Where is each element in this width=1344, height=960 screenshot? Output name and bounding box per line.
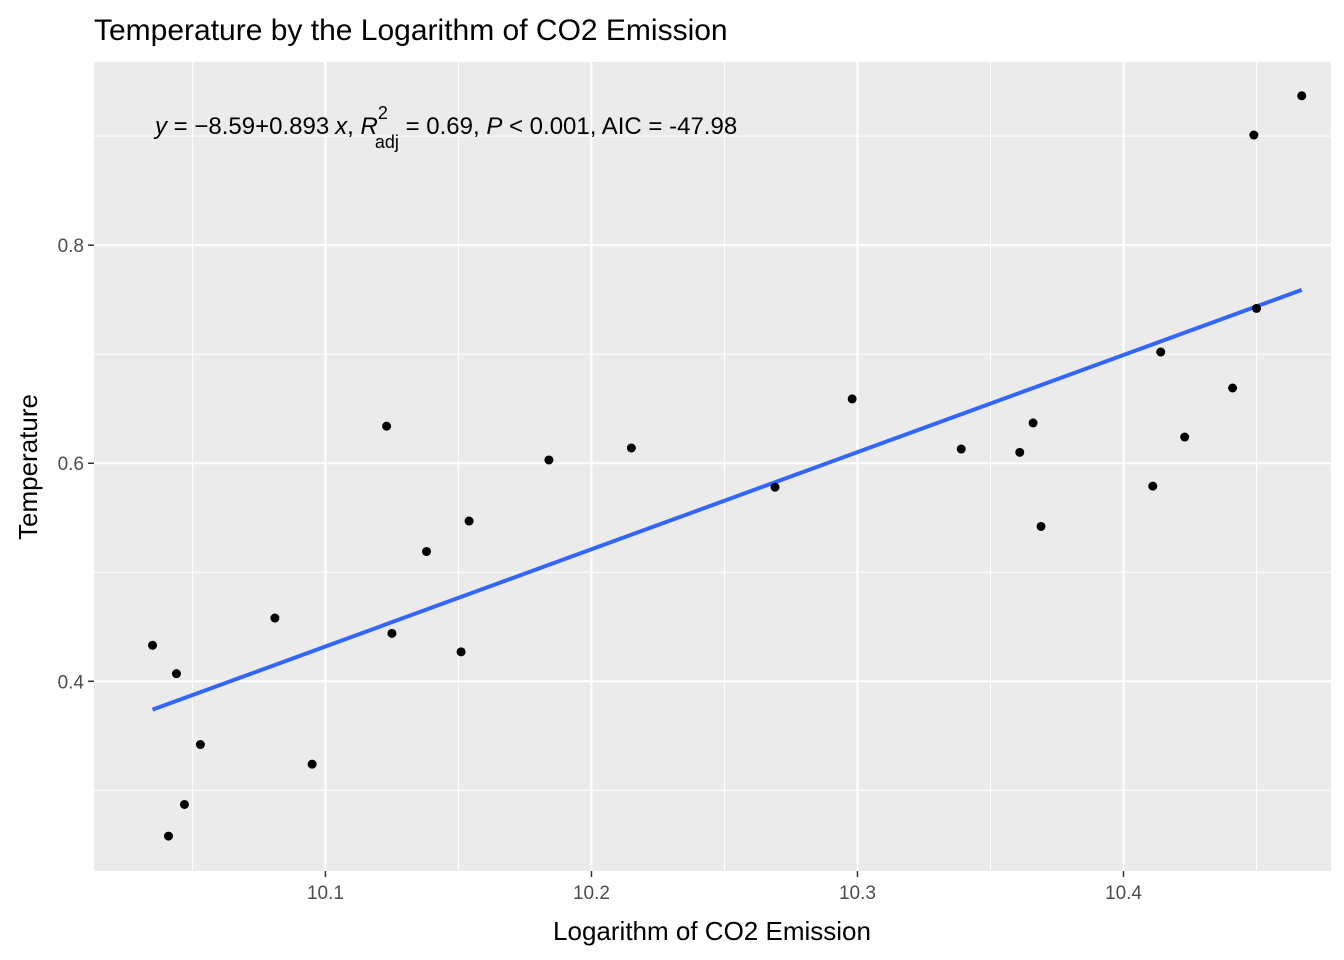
data-point [1156,347,1166,357]
regression-line [151,287,1303,712]
eq-y-var: y [153,113,169,140]
regression-line-layer [151,287,1303,712]
eq-slope: 0.893 [269,113,329,140]
y-tick-label: 0.8 [58,236,84,257]
eq-plus: + [255,113,269,140]
eq-r-symbol: R [361,113,378,140]
data-point [171,669,181,679]
data-point [956,444,966,454]
data-point [544,455,554,465]
data-point [163,831,173,841]
data-point [1036,521,1046,531]
data-point [464,516,474,526]
eq-r-subscript: adj [375,132,399,152]
x-axis: 10.1 10.2 10.3 10.4 [307,871,1142,904]
chart-title: Temperature by the Logarithm of CO2 Emis… [94,14,728,47]
data-point [770,482,780,492]
x-tick-label: 10.3 [839,883,876,904]
x-axis-title: Logarithm of CO2 Emission [553,916,871,946]
data-point [270,613,280,623]
eq-intercept-sign: − [194,113,208,140]
data-point [1252,303,1262,313]
eq-r-value: = 0.69, [399,113,486,140]
minor-gridlines [94,62,1331,871]
points-layer [148,91,1307,841]
eq-separator: , [347,113,360,140]
data-point [1228,383,1238,393]
data-point [422,547,432,557]
eq-p-value: < 0.001, AIC = -47.98 [502,113,737,140]
data-point [307,759,317,769]
y-axis-title: Temperature [13,394,43,540]
eq-intercept: 8.59 [208,113,255,140]
data-point [1015,447,1025,457]
data-point [387,628,397,638]
major-gridlines [94,62,1331,871]
x-tick-label: 10.2 [573,883,610,904]
data-point [382,421,392,431]
plot-panel [94,62,1331,871]
data-point [1180,432,1190,442]
eq-r-superscript: 2 [378,103,388,123]
y-axis: 0.4 0.6 0.8 [58,236,94,693]
data-point [179,799,189,809]
data-point [195,740,205,750]
data-point [456,647,466,657]
data-point [1297,91,1307,101]
data-point [1249,130,1259,140]
eq-p-symbol: P [486,113,502,140]
y-tick-label: 0.6 [58,454,84,475]
data-point [148,640,158,650]
x-tick-label: 10.1 [307,883,344,904]
eq-x-var: x [334,113,348,140]
data-point [1148,481,1158,491]
data-point [847,394,857,404]
data-point [1028,418,1038,428]
y-tick-label: 0.4 [58,672,85,693]
eq-equals: = [167,113,194,140]
regression-equation: y = −8.59+0.893 x, R2 adj = 0.69, P < 0.00… [153,103,737,152]
x-tick-label: 10.4 [1105,883,1142,904]
data-point [626,443,636,453]
